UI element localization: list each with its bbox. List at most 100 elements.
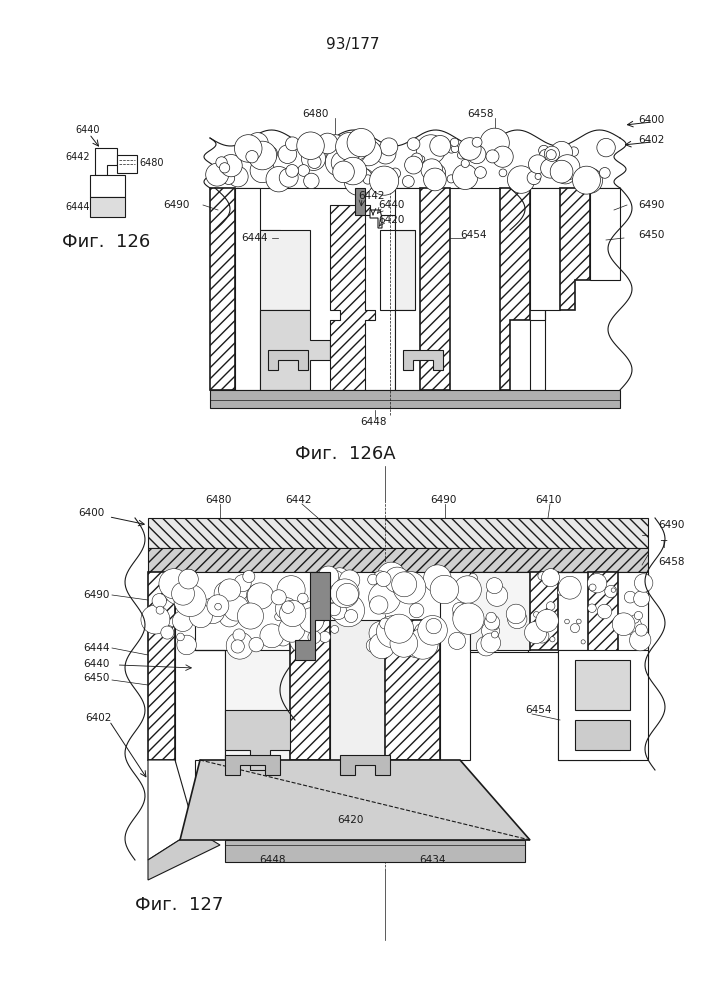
Circle shape [315, 570, 349, 603]
Circle shape [250, 158, 274, 183]
Circle shape [404, 633, 430, 658]
Circle shape [535, 173, 541, 180]
Circle shape [508, 166, 535, 193]
Circle shape [407, 138, 420, 150]
Circle shape [206, 163, 228, 186]
Text: 6440: 6440 [378, 200, 404, 210]
Circle shape [220, 581, 235, 596]
Circle shape [233, 629, 245, 641]
Circle shape [178, 569, 198, 589]
Circle shape [558, 589, 563, 595]
Text: 6444: 6444 [242, 233, 268, 243]
Circle shape [467, 145, 486, 164]
Circle shape [175, 584, 194, 603]
Circle shape [281, 601, 294, 613]
Text: 6490: 6490 [83, 590, 110, 600]
Circle shape [409, 603, 424, 618]
Circle shape [447, 143, 456, 153]
Circle shape [472, 137, 482, 147]
Circle shape [141, 605, 170, 634]
Circle shape [370, 596, 388, 614]
Circle shape [486, 150, 499, 163]
Circle shape [412, 634, 430, 651]
Circle shape [159, 569, 189, 599]
Polygon shape [530, 572, 558, 650]
Circle shape [447, 175, 455, 183]
Circle shape [631, 615, 639, 623]
Circle shape [332, 594, 365, 627]
Circle shape [346, 144, 366, 163]
Polygon shape [235, 188, 280, 390]
Circle shape [156, 606, 164, 614]
Polygon shape [395, 188, 420, 390]
Circle shape [369, 621, 393, 645]
Text: 6448: 6448 [259, 855, 285, 865]
Circle shape [430, 575, 459, 604]
Circle shape [541, 158, 560, 178]
Polygon shape [180, 760, 530, 840]
Circle shape [172, 582, 194, 605]
Text: 6454: 6454 [525, 705, 551, 715]
Circle shape [247, 583, 274, 609]
Polygon shape [225, 755, 280, 775]
Circle shape [588, 574, 607, 593]
Circle shape [508, 609, 527, 629]
Circle shape [629, 629, 651, 651]
Circle shape [333, 161, 354, 183]
Circle shape [370, 166, 399, 195]
Circle shape [450, 138, 459, 147]
Circle shape [380, 618, 390, 629]
Circle shape [577, 168, 602, 193]
Circle shape [247, 133, 268, 154]
Circle shape [290, 628, 314, 652]
Circle shape [458, 169, 476, 186]
Polygon shape [95, 148, 117, 175]
Circle shape [534, 612, 539, 617]
Circle shape [368, 582, 400, 614]
Circle shape [547, 602, 555, 610]
Circle shape [278, 145, 297, 163]
Circle shape [377, 616, 409, 648]
Circle shape [344, 166, 373, 195]
Circle shape [267, 170, 274, 178]
Circle shape [219, 163, 230, 173]
Text: 6480: 6480 [205, 495, 231, 505]
Circle shape [279, 168, 298, 187]
Circle shape [339, 157, 367, 185]
Circle shape [329, 568, 350, 588]
Polygon shape [355, 188, 365, 215]
Circle shape [418, 616, 448, 645]
Circle shape [484, 615, 500, 630]
Text: 6444: 6444 [65, 202, 90, 212]
Circle shape [486, 612, 496, 623]
Circle shape [166, 626, 173, 632]
Circle shape [581, 640, 585, 644]
Circle shape [550, 160, 573, 183]
Bar [117, 155, 137, 173]
Polygon shape [558, 650, 648, 760]
Circle shape [235, 135, 262, 162]
Circle shape [344, 611, 357, 623]
Circle shape [298, 593, 308, 604]
Text: 6440: 6440 [75, 125, 100, 135]
Circle shape [573, 166, 600, 194]
Bar [210, 390, 620, 408]
Polygon shape [175, 572, 225, 830]
Circle shape [244, 595, 259, 611]
Circle shape [275, 613, 283, 621]
Circle shape [318, 566, 339, 587]
Circle shape [480, 128, 509, 157]
Circle shape [624, 616, 641, 635]
Circle shape [339, 570, 360, 590]
Circle shape [390, 168, 401, 179]
Polygon shape [330, 620, 385, 760]
Polygon shape [588, 572, 618, 652]
Circle shape [325, 148, 353, 176]
Circle shape [588, 604, 596, 612]
Text: 6434: 6434 [419, 855, 445, 865]
Circle shape [600, 168, 610, 178]
Circle shape [335, 575, 343, 583]
Circle shape [535, 629, 549, 643]
Circle shape [247, 584, 269, 606]
Polygon shape [500, 188, 530, 390]
